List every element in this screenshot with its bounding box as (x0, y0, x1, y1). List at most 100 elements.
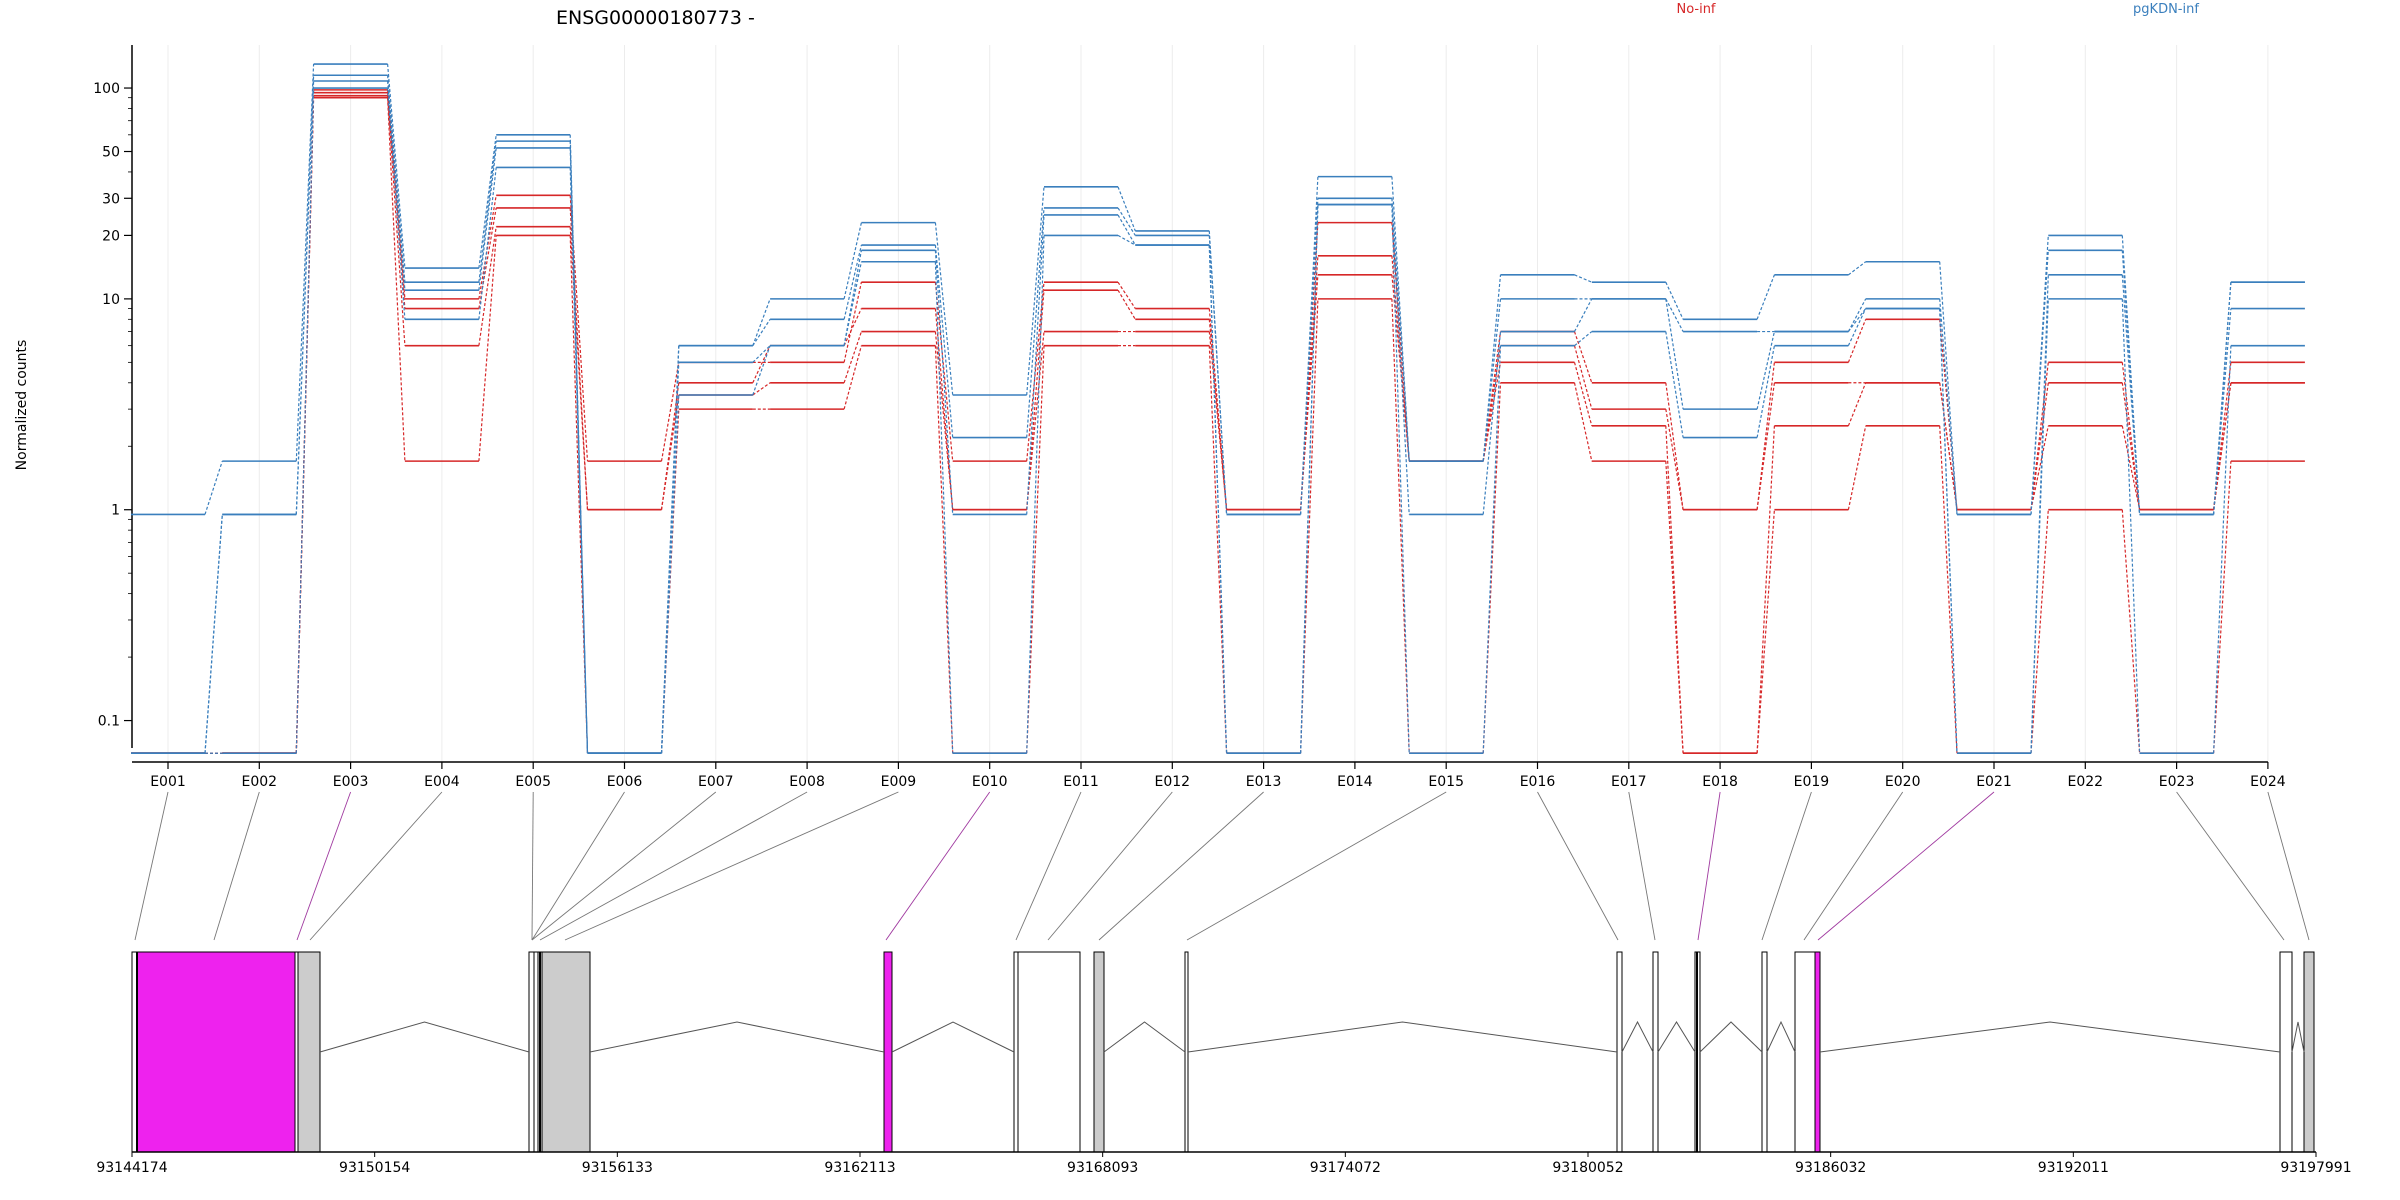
intron-line (1699, 1021, 1763, 1053)
transition-line (1665, 298, 1684, 332)
connector-line (134, 791, 169, 941)
connector-line (1817, 791, 1995, 941)
x-tick-label-e018: E018 (1702, 774, 1738, 790)
transition-line (843, 308, 862, 346)
connector-line (564, 791, 899, 941)
connector-line (1628, 791, 1656, 941)
transition-line (1574, 274, 1593, 283)
transition-line (1208, 345, 1228, 754)
genomic-tick-label: 93162113 (824, 1160, 895, 1176)
transition-line (934, 250, 954, 515)
transition-line (1026, 282, 1045, 462)
genomic-tick-label: 93180052 (1552, 1160, 1623, 1176)
transition-line (1756, 382, 1775, 510)
genomic-tick-label: 93192011 (2038, 1160, 2109, 1176)
transition-line (2030, 298, 2049, 754)
transition-line (1482, 362, 1502, 462)
transition-line (843, 244, 862, 320)
x-tick-label-e005: E005 (515, 774, 551, 790)
transition-line (1756, 509, 1775, 754)
transition-line (1391, 204, 1410, 754)
exon-box (1616, 951, 1623, 1153)
transition-line (934, 222, 954, 396)
transition-line (387, 95, 406, 346)
x-tick-label-e008: E008 (789, 774, 825, 790)
exon-box (541, 951, 591, 1153)
transition-line (934, 308, 954, 510)
transition-line (1847, 308, 1867, 332)
transition-line (1573, 345, 1593, 410)
intron-line (1103, 1021, 1186, 1053)
transition-line (1939, 382, 1958, 510)
transition-line (2213, 382, 2232, 510)
x-tick-label-e010: E010 (972, 774, 1008, 790)
transition-line (660, 394, 680, 510)
genomic-tick-label: 93156133 (582, 1160, 653, 1176)
x-axis: E001 E002 E003 E004 E005 E006 E007 E008 E009 E010… (132, 761, 2286, 790)
transition-line (1939, 261, 1958, 515)
transition-line (387, 87, 406, 320)
transition-line (1756, 425, 1775, 754)
transition-line (1574, 331, 1593, 347)
transition-line (2030, 250, 2049, 515)
transition-line (1573, 362, 1593, 426)
intron-line (1766, 1020, 1796, 1053)
connector-line (531, 791, 625, 941)
transition-line (1847, 308, 1867, 346)
transition-line (934, 345, 954, 754)
x-tick-label-e023: E023 (2159, 774, 2195, 790)
connector-line (2176, 791, 2285, 941)
connector-line (531, 791, 717, 941)
transition-line (478, 226, 497, 346)
transition-line (1026, 207, 1045, 438)
transition-line (295, 63, 315, 462)
transition-line (1391, 198, 1410, 462)
genomic-tick-label: 93186032 (1795, 1160, 1866, 1176)
genomic-tick-label: 93168093 (1067, 1160, 1138, 1176)
x-tick-label-e006: E006 (607, 774, 643, 790)
transition-line (752, 298, 771, 346)
connector-line (885, 791, 991, 941)
connector-line (296, 791, 352, 941)
transition-line (387, 97, 406, 462)
exon-box (1013, 951, 1019, 1153)
transition-line (1300, 198, 1319, 515)
transition-line (478, 141, 497, 283)
connector-line (1537, 791, 1619, 941)
x-tick-label-e007: E007 (698, 774, 734, 790)
transition-line (1391, 204, 1410, 515)
transition-line (478, 167, 497, 320)
transition-line (2121, 509, 2141, 754)
x-tick-label-e021: E021 (1976, 774, 2012, 790)
transition-line (2121, 298, 2141, 754)
x-tick-label-e024: E024 (2250, 774, 2286, 790)
connector-line (1186, 791, 1447, 941)
transition-line (1847, 298, 1867, 332)
transition-line (934, 261, 954, 754)
genomic-tick-label: 93150154 (339, 1160, 410, 1176)
y-axis-label: Normalized counts (14, 340, 30, 471)
transition-line (843, 222, 862, 300)
gene-model (131, 951, 2315, 1153)
transition-line (843, 261, 862, 346)
transition-line (387, 63, 406, 269)
transition-line (1117, 289, 1136, 320)
transition-line (1847, 425, 1867, 510)
transition-line (2030, 425, 2049, 510)
transition-line (1482, 298, 1502, 462)
transition-line (1939, 319, 1958, 510)
genomic-tick-label: 93174072 (1310, 1160, 1381, 1176)
series-no-inf-3 (131, 94, 2305, 755)
transition-line (752, 345, 771, 396)
transition-line (1117, 234, 1136, 246)
exon-connector-lines (134, 791, 2310, 941)
intron-line (2291, 1021, 2305, 1053)
exon-box (136, 951, 296, 1153)
exon-box (2303, 951, 2315, 1153)
x-tick-label-e019: E019 (1794, 774, 1830, 790)
exon-box (1093, 951, 1105, 1153)
transition-line (1300, 274, 1319, 510)
transition-line (1939, 382, 1958, 510)
transition-line (1665, 409, 1684, 510)
transition-line (2121, 425, 2141, 510)
